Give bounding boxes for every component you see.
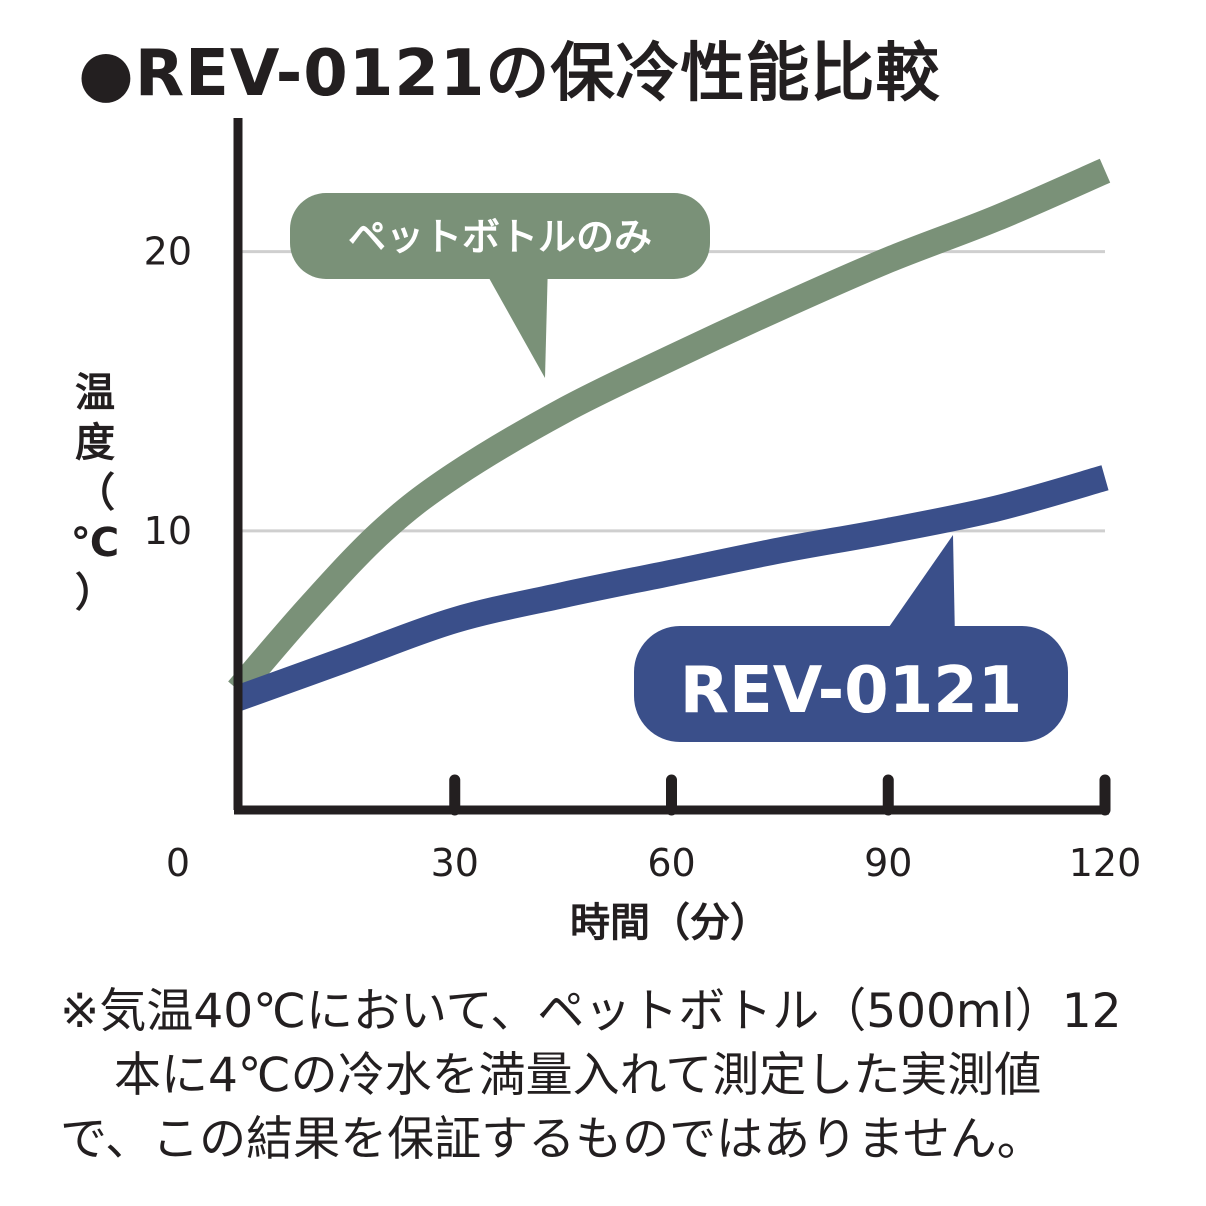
y-axis-label: 温度（℃） [70, 368, 120, 618]
footnote-line-1: ※気温40℃において、ペットボトル（500ml）12 [60, 984, 1122, 1039]
grid-lines [238, 250, 1105, 533]
y-axis-label-char: 温 [75, 370, 115, 416]
x-tick-label: 60 [647, 841, 695, 885]
pet-bottle-callout-pointer [480, 262, 548, 378]
footnote: ※気温40℃において、ペットボトル（500ml）12 本に4℃の冷水を満量入れて… [60, 980, 1180, 1172]
axes [233, 118, 1111, 816]
y-tick-label: 10 [144, 509, 192, 553]
y-tick-label: 20 [144, 230, 192, 274]
y-axis-label-char: （ [75, 470, 115, 516]
x-tick-label: 30 [431, 841, 479, 885]
x-tick-label: 90 [864, 841, 912, 885]
y-axis-label-char: ） [75, 570, 115, 616]
rev-0121-series-label: REV-0121 [680, 654, 1023, 728]
rev-0121-series-line [233, 465, 1109, 711]
pet-bottle-series-label: ペットボトルのみ [348, 215, 652, 259]
rev-0121-callout-pointer [880, 535, 955, 640]
y-axis-label-char: ℃ [70, 520, 120, 566]
pet-bottle-callout-bubble [290, 193, 710, 279]
x-axis-label: 時間（分） [570, 900, 770, 946]
footnote-line-2: 本に4℃の冷水を満量入れて測定した実測値 [114, 1048, 1042, 1103]
series-lines [228, 158, 1111, 711]
footnote-line-3: で、この結果を保証するものではありません。 [60, 1112, 1044, 1167]
chart-title: ●REV-0121の保冷性能比較 [78, 37, 941, 111]
rev-0121-callout-bubble [634, 626, 1068, 742]
series-labels: ペットボトルのみ REV-0121 [290, 193, 1068, 742]
x-tick-label: 120 [1069, 841, 1142, 885]
pet-bottle-series-line [228, 158, 1111, 699]
tick-labels: 0 30 60 90 120 10 20 [144, 230, 1142, 885]
x-tick-label: 0 [166, 841, 190, 885]
y-axis-label-char: 度 [75, 420, 115, 466]
